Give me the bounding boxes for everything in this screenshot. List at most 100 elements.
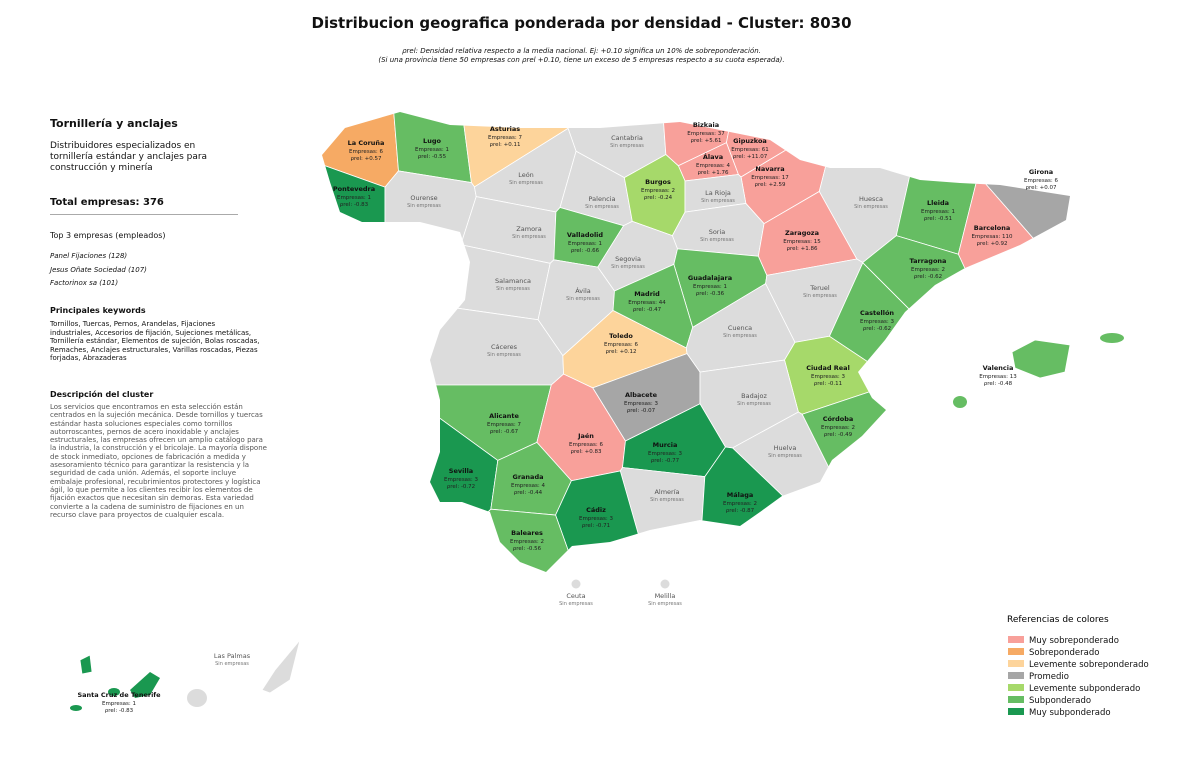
province: [261, 639, 301, 694]
province-rho: ρrel: -0.55: [418, 154, 447, 160]
province: [801, 381, 1070, 572]
legend-label: Subponderado: [1029, 696, 1091, 706]
province: [660, 579, 670, 589]
province-status: Sin empresas: [407, 203, 441, 209]
province-name: Ceuta: [566, 592, 585, 600]
cluster-title: Descripción del cluster: [50, 390, 154, 399]
province-rho: ρrel: -0.07: [627, 408, 656, 414]
province-name: Castellón: [860, 309, 894, 317]
province-rho: ρrel: +2.59: [755, 182, 787, 188]
province-rho: ρrel: -0.62: [914, 274, 942, 280]
top-item: Panel Fijaciones (128): [50, 252, 128, 260]
province-empresas: Empresas: 1: [337, 195, 371, 201]
province-empresas: Empresas: 3: [811, 374, 846, 380]
province-rho: ρrel: -0.44: [514, 490, 543, 496]
province: [473, 127, 577, 213]
province-name: Bizkaia: [693, 121, 719, 129]
province-status: Sin empresas: [701, 198, 735, 204]
province: [731, 411, 896, 572]
province-rho: ρrel: -0.47: [633, 307, 662, 313]
province-status: Sin empresas: [700, 237, 734, 243]
province-empresas: Empresas: 3: [579, 516, 614, 522]
province-status: Sin empresas: [723, 333, 757, 339]
island: [70, 705, 82, 711]
legend-label: Levemente subponderado: [1029, 684, 1140, 694]
top-list: Panel Fijaciones (128) Jesus Oñate Socie…: [50, 250, 147, 291]
province-rho: ρrel: -0.56: [513, 546, 542, 552]
province-empresas: Empresas: 4: [511, 483, 546, 489]
province-empresas: Empresas: 3: [624, 401, 659, 407]
top-title: Top 3 empresas (empleados): [50, 231, 166, 240]
province-status: Sin empresas: [496, 286, 530, 292]
subtitle-line: ρrel: Densidad relativa respecto a la me…: [402, 47, 761, 55]
legend-swatch: [1008, 708, 1024, 715]
province-name: Girona: [1029, 168, 1053, 176]
province-name: Cuenca: [728, 324, 752, 332]
province-name: Cantabria: [611, 134, 643, 142]
province-empresas: Empresas: 6: [349, 149, 384, 155]
province: [818, 112, 928, 263]
province-name: Albacete: [625, 391, 658, 399]
keywords-title: Principales keywords: [50, 306, 146, 315]
province: [684, 174, 747, 213]
province-name: Cádiz: [586, 506, 606, 514]
province: [460, 112, 570, 188]
province-name: Huelva: [774, 444, 797, 452]
cluster-text: Los servicios que encontramos en esta se…: [50, 403, 267, 519]
legend-label: Promedio: [1029, 672, 1069, 682]
province-empresas: Empresas: 3: [444, 477, 479, 483]
province-empresas: Empresas: 3: [860, 319, 895, 325]
province: [392, 384, 552, 461]
province-rho: ρrel: +0.07: [1026, 185, 1058, 191]
panel-description: Distribuidores especializados en tornill…: [50, 141, 208, 173]
province-name: Barcelona: [974, 224, 1011, 232]
province-name: Ourense: [410, 194, 437, 202]
province: [322, 112, 399, 188]
title: Distribucion geografica ponderada por de…: [311, 14, 852, 32]
province: [460, 196, 557, 264]
legend-swatch: [1008, 696, 1024, 703]
province-status: Sin empresas: [585, 204, 619, 210]
province-empresas: Empresas: 44: [628, 300, 666, 306]
province: [622, 403, 726, 478]
province: [619, 467, 706, 572]
province-empresas: Empresas: 4: [696, 163, 731, 169]
province-name: Teruel: [809, 284, 830, 292]
province-empresas: Empresas: 2: [911, 267, 945, 273]
province-name: Soria: [709, 228, 726, 236]
province-empresas: Empresas: 6: [604, 342, 639, 348]
panel-title: Tornillería y anclajes: [50, 117, 178, 130]
province-name: Melilla: [655, 592, 676, 600]
subtitle: ρrel: Densidad relativa respecto a la me…: [0, 47, 1163, 65]
province: [765, 258, 864, 343]
province-name: Navarra: [755, 165, 784, 173]
province-status: Sin empresas: [737, 401, 771, 407]
province-status: Sin empresas: [610, 143, 644, 149]
legend-swatch: [1008, 648, 1024, 655]
province-status: Sin empresas: [559, 601, 593, 607]
keywords: Tornillos, Tuercas, Pernos, Arandelas, F…: [50, 320, 260, 362]
province-empresas: Empresas: 2: [641, 188, 675, 194]
province-name: Almería: [654, 488, 679, 496]
province: [673, 248, 768, 329]
legend-label: Levemente sobreponderado: [1029, 660, 1149, 670]
province-empresas: Empresas: 110: [971, 234, 1013, 240]
province-rho: ρrel: -0.48: [984, 381, 1013, 387]
province-rho: ρrel: +1.86: [787, 246, 819, 252]
province: [784, 335, 900, 415]
province-status: Sin empresas: [611, 264, 645, 270]
province-name: Cáceres: [491, 343, 518, 351]
province: [536, 373, 626, 482]
province-name: Badajoz: [741, 392, 767, 400]
province-empresas: Empresas: 1: [568, 241, 602, 247]
province-rho: ρrel: -0.66: [571, 248, 600, 254]
top-item: Jesus Oñate Sociedad (107): [50, 265, 147, 274]
province-rho: ρrel: -0.87: [726, 508, 755, 514]
province-rho: ρrel: -0.83: [105, 708, 134, 714]
province-empresas: Empresas: 6: [1024, 178, 1059, 184]
subtitle-line: (Si una provincia tiene 50 empresas con …: [378, 56, 785, 64]
province-status: Sin empresas: [803, 293, 837, 299]
province-empresas: Empresas: 7: [487, 422, 522, 428]
province-empresas: Empresas: 15: [783, 239, 821, 245]
province-name: Huesca: [859, 195, 883, 203]
